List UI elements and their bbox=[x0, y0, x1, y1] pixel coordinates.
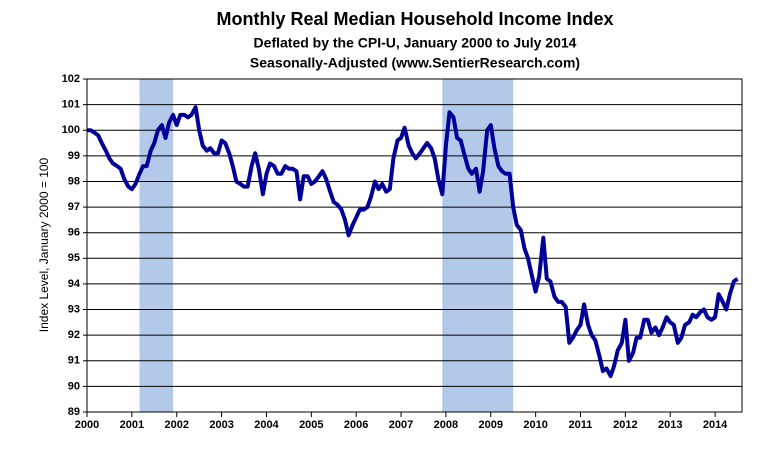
x-tick-label: 2003 bbox=[209, 419, 233, 431]
y-tick-label: 97 bbox=[68, 201, 80, 213]
chart-subtitle: Seasonally-Adjusted (www.SentierResearch… bbox=[250, 55, 580, 71]
data-line bbox=[87, 105, 739, 379]
x-tick-label: 2012 bbox=[613, 419, 637, 431]
recession-band bbox=[442, 79, 514, 412]
y-axis-label: Index Level, January 2000 = 100 bbox=[37, 157, 51, 332]
y-tick-label: 92 bbox=[68, 329, 80, 341]
plot-area bbox=[87, 79, 742, 412]
x-tick-label: 2014 bbox=[703, 419, 728, 431]
chart-title: Monthly Real Median Household Income Ind… bbox=[216, 9, 613, 29]
y-tick-label: 101 bbox=[62, 99, 80, 111]
y-tick-label: 90 bbox=[68, 380, 80, 392]
y-tick-label: 98 bbox=[68, 175, 80, 187]
y-tick-label: 102 bbox=[62, 73, 80, 85]
y-tick-label: 96 bbox=[68, 227, 80, 239]
y-tick-label: 89 bbox=[68, 406, 80, 418]
y-tick-label: 100 bbox=[62, 124, 80, 136]
x-tick-label: 2013 bbox=[658, 419, 682, 431]
y-tick-label: 95 bbox=[68, 252, 80, 264]
x-tick-label: 2001 bbox=[120, 419, 144, 431]
plot-frame bbox=[86, 78, 743, 413]
x-tick-label: 2007 bbox=[389, 419, 413, 431]
x-tick-label: 2011 bbox=[569, 419, 593, 431]
y-tick-label: 91 bbox=[68, 355, 80, 367]
y-tick-label: 94 bbox=[68, 278, 81, 290]
x-tick-label: 2008 bbox=[434, 419, 458, 431]
x-tick-label: 2006 bbox=[344, 419, 368, 431]
x-tick-label: 2010 bbox=[523, 419, 547, 431]
x-tick-label: 2004 bbox=[254, 419, 279, 431]
x-tick-label: 2005 bbox=[299, 419, 323, 431]
y-tick-label: 93 bbox=[68, 303, 80, 315]
chart-subtitle: Deflated by the CPI-U, January 2000 to J… bbox=[254, 35, 577, 51]
x-tick-label: 2002 bbox=[164, 419, 188, 431]
x-tick-label: 2009 bbox=[479, 419, 503, 431]
y-tick-label: 99 bbox=[68, 150, 80, 162]
x-tick-label: 2000 bbox=[75, 419, 99, 431]
